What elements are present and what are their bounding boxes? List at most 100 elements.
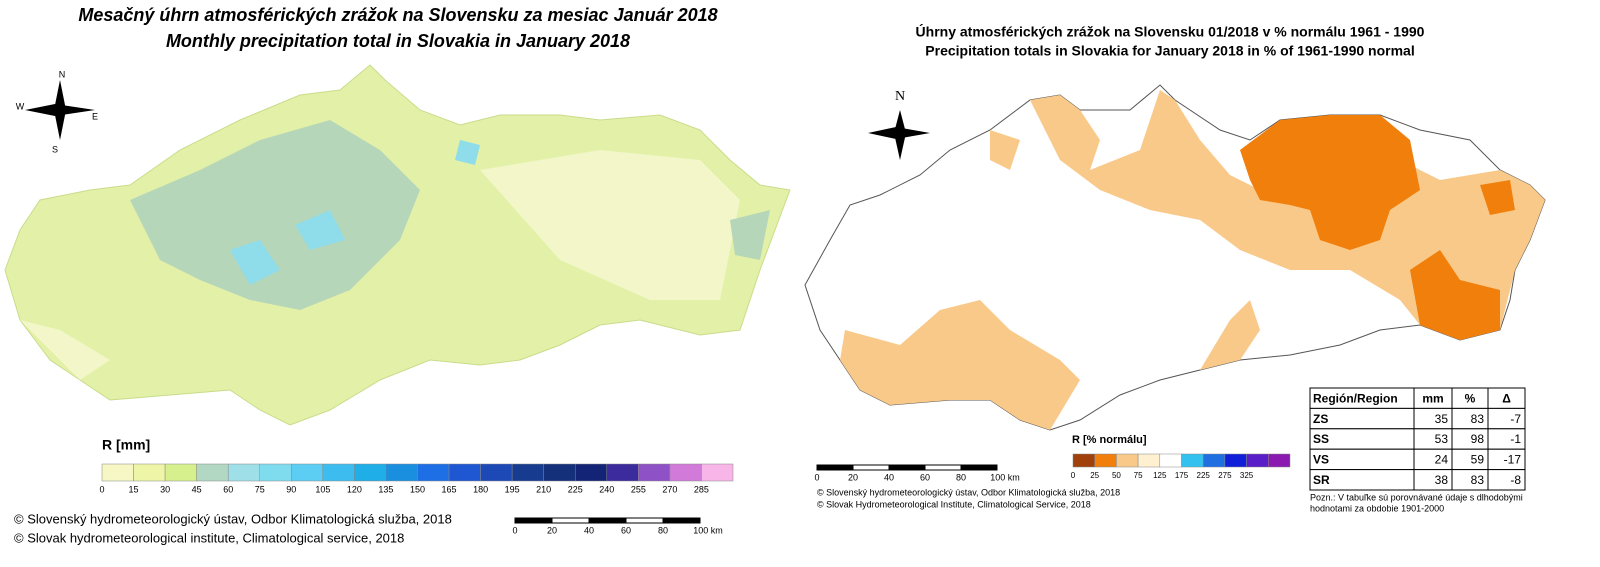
legend-label: 195 bbox=[505, 484, 520, 494]
legend-label: 135 bbox=[378, 484, 393, 494]
note: hodnotami za obdobie 1901-2000 bbox=[1310, 503, 1444, 513]
legend-label: 120 bbox=[347, 484, 362, 494]
credit: © Slovenský hydrometeorologický ústav, O… bbox=[817, 487, 1120, 497]
credit: © Slovenský hydrometeorologický ústav, O… bbox=[14, 511, 452, 526]
scale-label: 80 bbox=[658, 525, 668, 535]
table-value: 35 bbox=[1435, 412, 1449, 426]
credit: © Slovak hydrometeorological institute, … bbox=[14, 530, 404, 545]
legend-label: 75 bbox=[1134, 471, 1143, 480]
legend-swatch bbox=[259, 463, 292, 482]
legend-label: 210 bbox=[536, 484, 551, 494]
legend-title: R [% normálu] bbox=[1072, 434, 1147, 446]
legend-label: 225 bbox=[1197, 471, 1211, 480]
map-zone bbox=[1240, 115, 1515, 340]
title: Monthly precipitation total in Slovakia … bbox=[166, 31, 630, 51]
legend-swatch bbox=[1072, 453, 1095, 468]
legend-label: 25 bbox=[1090, 471, 1099, 480]
scale-label: 20 bbox=[848, 472, 858, 482]
table-cell bbox=[1487, 469, 1526, 491]
legend-swatch bbox=[1094, 453, 1117, 468]
legend-swatch bbox=[1246, 453, 1269, 468]
scale-label: 60 bbox=[920, 472, 930, 482]
legend-swatch bbox=[354, 463, 387, 482]
legend-label: 285 bbox=[694, 484, 709, 494]
credit: © Slovak Hydrometeorological Institute, … bbox=[817, 499, 1091, 509]
compass-letter: N bbox=[895, 89, 905, 104]
legend: 0 25 50 75 125 175 225 275 325 bbox=[1071, 453, 1291, 480]
legend-swatch bbox=[1137, 453, 1161, 468]
legend-swatch bbox=[448, 463, 481, 482]
legend-swatch bbox=[1224, 453, 1247, 468]
legend-swatch bbox=[638, 463, 671, 482]
legend-swatch bbox=[543, 463, 576, 482]
table: Región/Region mm% Δ ZS 35 83 -7 SS 53 98 -1 VS 24 59 -… bbox=[1309, 387, 1526, 491]
table-header: Región/Region bbox=[1313, 391, 1398, 405]
table-value: 59 bbox=[1471, 453, 1485, 467]
scale-segment bbox=[625, 517, 664, 524]
legend-swatch bbox=[1268, 453, 1291, 468]
scale-segment bbox=[888, 464, 926, 471]
legend-label: 90 bbox=[286, 484, 296, 494]
scale-label: 80 bbox=[956, 472, 966, 482]
legend-swatch bbox=[480, 463, 513, 482]
table-header: mm bbox=[1422, 391, 1443, 405]
legend-swatch bbox=[133, 463, 166, 482]
compass-letter: S bbox=[52, 144, 58, 154]
legend-swatch bbox=[1202, 453, 1226, 468]
legend-swatch bbox=[164, 463, 197, 482]
scale-label: 100 km bbox=[693, 525, 723, 535]
table-value: -17 bbox=[1504, 453, 1522, 467]
legend-swatch bbox=[196, 463, 229, 482]
title: Precipitation totals in Slovakia for Jan… bbox=[925, 43, 1414, 59]
scale-segment bbox=[662, 517, 701, 524]
compass: N W E S bbox=[16, 69, 98, 154]
scale-segment bbox=[551, 517, 590, 524]
legend-label: 225 bbox=[568, 484, 583, 494]
legend-swatch bbox=[1181, 453, 1204, 468]
legend-title: R [mm] bbox=[102, 437, 150, 453]
scale-bar: 0 20 40 60 80 100 km bbox=[512, 517, 723, 535]
legend-label: 125 bbox=[1153, 471, 1167, 480]
legend-label: 0 bbox=[99, 484, 104, 494]
scale-label: 0 bbox=[512, 525, 517, 535]
legend-swatch bbox=[1116, 453, 1139, 468]
scale-label: 40 bbox=[584, 525, 594, 535]
legend-label: 255 bbox=[631, 484, 646, 494]
legend-swatch bbox=[511, 463, 544, 482]
scale-segment bbox=[924, 464, 962, 471]
table-value: 98 bbox=[1471, 432, 1485, 446]
legend-swatch bbox=[575, 463, 608, 482]
legend-label: 180 bbox=[473, 484, 488, 494]
legend-label: 30 bbox=[160, 484, 170, 494]
table-value: -1 bbox=[1510, 432, 1521, 446]
scale-segment bbox=[514, 517, 553, 524]
scale-label: 100 km bbox=[990, 472, 1020, 482]
map-zone bbox=[730, 210, 770, 260]
legend-swatch bbox=[1159, 453, 1182, 468]
legend-label: 150 bbox=[410, 484, 425, 494]
legend-label: 325 bbox=[1240, 471, 1254, 480]
compass: N bbox=[868, 89, 930, 160]
table-value: 38 bbox=[1435, 473, 1449, 487]
compass-letter: W bbox=[16, 101, 25, 111]
legend-label: 15 bbox=[129, 484, 139, 494]
compass-letter: N bbox=[59, 69, 66, 79]
legend-swatch bbox=[322, 463, 355, 482]
scale-label: 60 bbox=[621, 525, 631, 535]
legend-label: 50 bbox=[1112, 471, 1121, 480]
scale-label: 20 bbox=[547, 525, 557, 535]
legend-label: 45 bbox=[192, 484, 202, 494]
legend-swatch bbox=[701, 463, 734, 482]
legend-label: 105 bbox=[315, 484, 330, 494]
legend-label: 0 bbox=[1071, 471, 1076, 480]
legend-label: 240 bbox=[599, 484, 614, 494]
legend-label: 75 bbox=[255, 484, 265, 494]
scale-label: 0 bbox=[814, 472, 819, 482]
legend-swatch bbox=[606, 463, 639, 482]
table-header: % bbox=[1465, 391, 1476, 405]
legend-label: 275 bbox=[1218, 471, 1232, 480]
table-value: 24 bbox=[1435, 453, 1449, 467]
note: Pozn.: V tabuľke sú porovnávané údaje s … bbox=[1310, 492, 1523, 502]
legend-swatch bbox=[385, 463, 418, 482]
scale-segment bbox=[588, 517, 627, 524]
